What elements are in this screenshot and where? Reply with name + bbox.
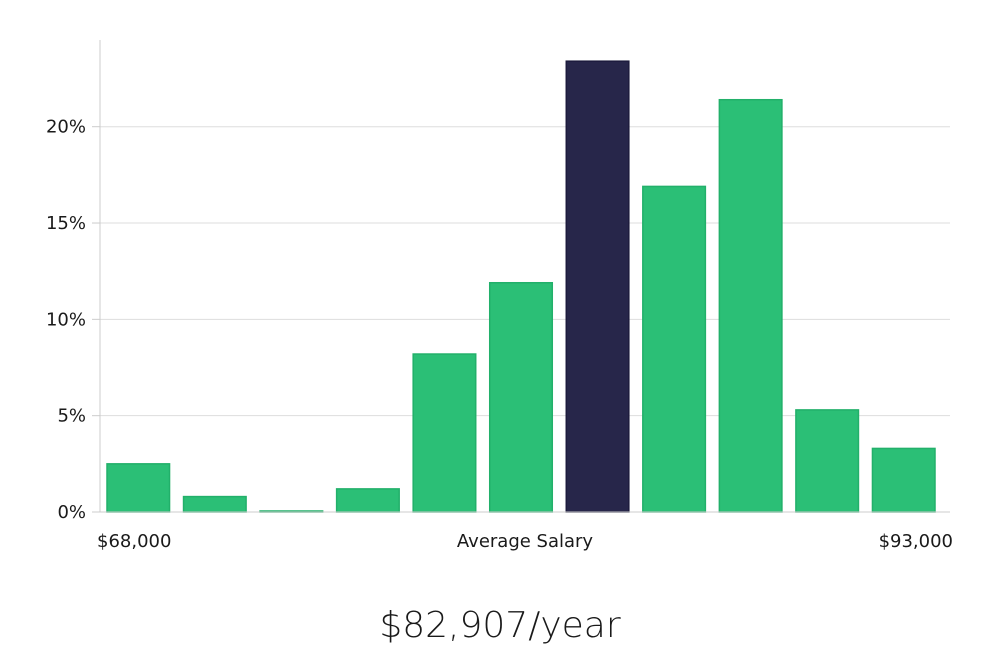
- bar: [335, 488, 400, 513]
- bar-highlighted: [565, 60, 630, 513]
- y-axis-ticks: 0% 5% 10% 15% 20%: [46, 117, 100, 523]
- bar: [642, 185, 707, 513]
- bar: [871, 447, 936, 513]
- y-tick-label: 20%: [46, 117, 86, 138]
- x-min-label: $68,000: [97, 531, 171, 552]
- bar: [718, 98, 783, 513]
- bars: [106, 60, 936, 513]
- bar: [182, 495, 247, 513]
- bar: [795, 409, 860, 513]
- y-tick-label: 0%: [57, 502, 86, 523]
- bar: [412, 353, 477, 513]
- y-tick-label: 15%: [46, 213, 86, 234]
- average-salary-value: $82,907/year: [379, 605, 621, 646]
- x-max-label: $93,000: [879, 531, 953, 552]
- y-tick-label: 10%: [46, 309, 86, 330]
- x-axis-label: Average Salary: [457, 531, 594, 552]
- salary-histogram: 0% 5% 10% 15% 20% $68,000 Average Salary $93…: [46, 40, 953, 552]
- bar: [488, 281, 554, 513]
- bar: [106, 463, 171, 513]
- y-tick-label: 5%: [57, 406, 86, 427]
